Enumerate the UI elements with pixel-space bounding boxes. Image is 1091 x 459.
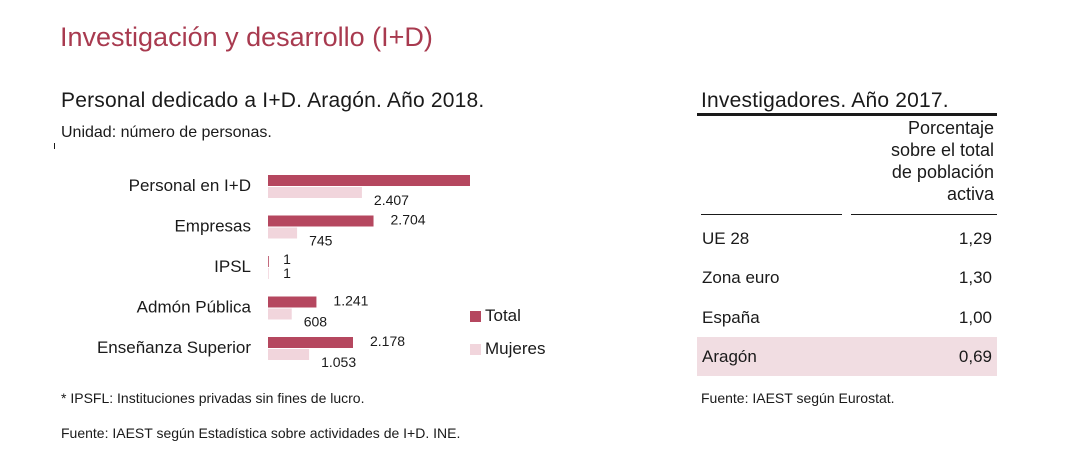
chart-title: Personal dedicado a I+D. Aragón. Año 201… [61,89,485,112]
data-label-mujeres: 608 [304,314,328,330]
legend-label-total: Total [485,306,521,325]
data-label-total: 1 [283,251,291,267]
legend-swatch-total [470,310,481,322]
row-label: UE 28 [702,228,750,248]
row-label: Aragón [702,346,757,366]
chart-footnote: * IPSFL: Instituciones privadas sin fine… [61,390,365,406]
bar-mujeres [268,227,298,239]
table-row: Zona euro 1,30 [697,258,997,297]
column-header-line: activa [946,184,994,204]
category-label: Admón Pública [137,298,252,317]
bar-mujeres [268,268,269,279]
legend-label-mujeres: Mujeres [485,339,546,358]
column-header-line: de población [891,162,994,182]
table-row: UE 28 1,29 [697,219,997,258]
legend-item-mujeres: Mujeres [470,339,545,359]
row-label: Zona euro [702,267,780,287]
table-title: Investigadores. Año 2017. [701,89,949,112]
legend-swatch-mujeres [470,343,481,355]
header-rule-right [851,214,997,215]
category-label: IPSL [214,257,251,276]
row-value: 1,00 [958,307,992,327]
header-rule-left [701,214,842,215]
page-title: Investigación y desarrollo (I+D) [60,22,433,52]
row-value: 1,29 [958,228,992,248]
table-row: España 1,00 [697,298,997,337]
bar-total [268,296,317,308]
bar-mujeres [268,308,292,320]
bar-total [268,175,470,186]
column-header-line: sobre el total [890,140,994,160]
bar-mujeres [268,349,310,360]
decorative-tick [54,143,55,149]
row-value: 1,30 [958,267,992,287]
table-row-highlighted: Aragón 0,69 [697,337,997,376]
data-label-mujeres: 745 [309,233,333,249]
table-source: Fuente: IAEST según Eurostat. [701,390,895,406]
chart-unit-label: Unidad: número de personas. [61,124,272,141]
bar-total [268,256,269,267]
data-label-mujeres: 1 [283,265,291,281]
row-label: España [702,307,760,327]
data-label-total: 2.704 [391,212,426,228]
category-label: Enseñanza Superior [97,338,251,357]
column-header-line: Porcentaje [907,118,994,138]
data-label-mujeres: 1.053 [321,354,356,370]
chart-legend: Total Mujeres [470,306,545,372]
data-label-mujeres: 2.407 [374,192,409,208]
bar-chart: Personal en I+D6.1242.407Empresas2.70474… [97,175,470,370]
legend-item-total: Total [470,306,545,326]
row-value: 0,69 [958,346,992,366]
category-label: Personal en I+D [129,176,251,195]
data-label-total: 2.178 [370,333,405,349]
bar-total [268,215,374,227]
data-label-total: 1.241 [333,293,368,309]
table-column-header: Porcentaje sobre el total de población a… [824,117,994,205]
bar-total [268,337,354,348]
table-top-rule [697,113,997,116]
bar-mujeres [268,187,362,198]
chart-source: Fuente: IAEST según Estadística sobre ac… [61,425,461,441]
category-label: Empresas [174,217,251,236]
